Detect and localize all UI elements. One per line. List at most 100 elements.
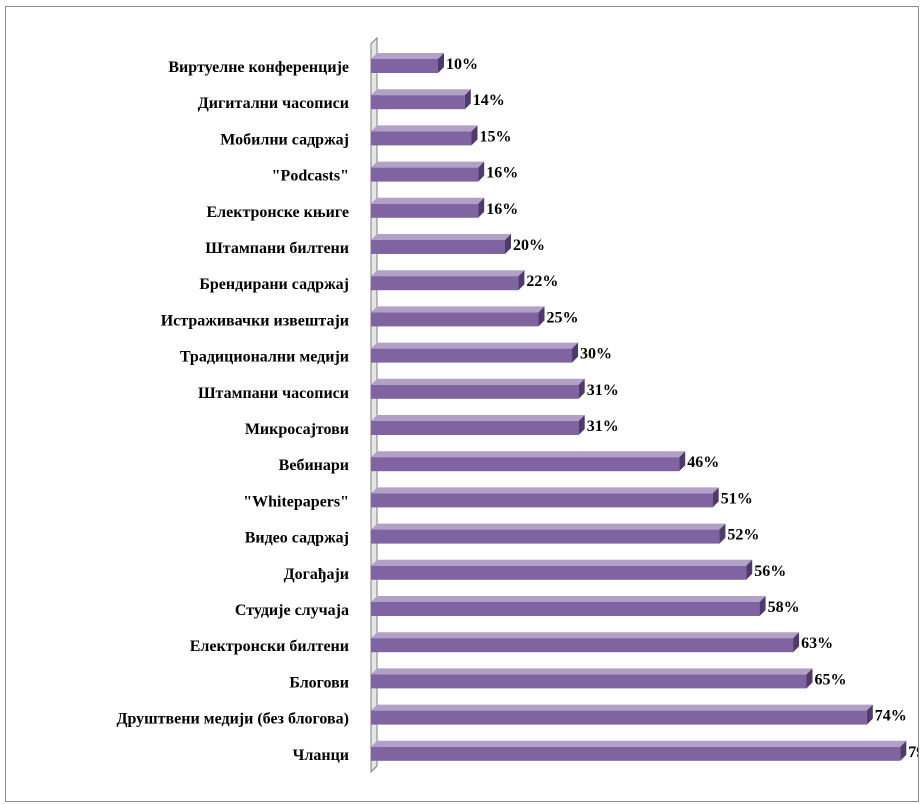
category-label-9: Традиционални медији <box>180 349 349 366</box>
value-label-10: 31% <box>587 382 619 399</box>
bar-12 <box>371 451 686 472</box>
bar-5-top <box>371 197 485 204</box>
category-label-8: Истраживачки извештаји <box>161 312 349 329</box>
value-label-2: 14% <box>473 92 505 109</box>
bar-1-top <box>371 53 444 59</box>
bar-12-front <box>371 457 680 472</box>
bar-20-end <box>900 740 907 761</box>
category-label-3: Мобилни садржај <box>220 131 349 148</box>
bar-13 <box>371 487 719 508</box>
value-label-8: 25% <box>547 309 579 326</box>
bar-4-end <box>478 161 485 182</box>
bar-7-front <box>371 276 519 291</box>
value-label-20: 79% <box>908 744 919 761</box>
value-label-14: 52% <box>727 527 759 544</box>
bar-14-front <box>371 529 720 544</box>
bar-5-end <box>478 197 485 218</box>
value-label-3: 15% <box>480 128 512 145</box>
bar-17-end <box>793 632 800 653</box>
bar-14-top <box>371 523 726 530</box>
bar-18-end <box>806 668 813 689</box>
value-label-9: 30% <box>580 346 612 363</box>
bar-1 <box>371 53 444 73</box>
bar-16-end <box>759 596 766 616</box>
bar-17-top <box>371 632 800 639</box>
category-label-4: "Podcasts" <box>272 168 349 185</box>
bar-8-top <box>371 306 545 313</box>
category-label-20: Чланци <box>293 747 349 764</box>
bar-9-top <box>371 342 578 349</box>
bar-11-front <box>371 421 579 435</box>
bar-13-end <box>712 487 719 508</box>
bar-3-front <box>371 131 472 146</box>
bar-6-end <box>505 234 511 254</box>
axis-wall <box>370 36 378 774</box>
bar-2-end <box>464 89 471 110</box>
bar-15 <box>371 559 753 580</box>
bar-19-end <box>866 704 873 725</box>
bar-15-top <box>371 559 753 566</box>
bar-7-end <box>518 270 525 291</box>
bar-9-end <box>572 342 578 363</box>
value-label-7: 22% <box>526 273 558 290</box>
bar-6-front <box>371 240 505 254</box>
bar-2-top <box>371 89 471 96</box>
category-label-1: Виртуелне конференције <box>168 59 349 76</box>
bar-11 <box>371 415 585 435</box>
bar-8 <box>371 306 545 327</box>
bar-4-top <box>371 161 485 168</box>
category-label-5: Електронске књиге <box>206 204 349 221</box>
value-label-1: 10% <box>446 56 478 73</box>
category-label-14: Видео садржај <box>245 530 349 547</box>
bar-18-front <box>371 674 807 689</box>
value-label-19: 74% <box>875 708 907 725</box>
value-label-13: 51% <box>721 490 753 507</box>
bar-10-front <box>371 384 579 399</box>
bar-4-front <box>371 167 479 182</box>
bar-19-top <box>371 704 873 711</box>
bar-15-end <box>746 559 753 580</box>
category-label-15: Догађаји <box>284 566 349 583</box>
bar-chart: Виртуелне конференције 10% Дигитални часоп… <box>116 36 919 774</box>
bar-11-top <box>371 415 585 421</box>
bar-10 <box>371 378 585 399</box>
value-label-11: 31% <box>587 418 619 435</box>
category-label-7: Брендирани садржај <box>199 276 349 293</box>
category-label-18: Блогови <box>289 674 349 691</box>
bar-14 <box>371 523 726 544</box>
bar-19-front <box>371 710 867 725</box>
chart-frame: Виртуелне конференције 10% Дигитални часоп… <box>5 6 919 802</box>
bar-3-end <box>471 125 478 146</box>
bar-7-top <box>371 270 525 277</box>
bar-10-end <box>578 378 585 399</box>
bar-6 <box>371 234 511 254</box>
category-label-17: Електронски билтени <box>190 638 349 655</box>
bar-1-front <box>371 59 438 73</box>
bar-8-front <box>371 312 539 327</box>
bar-5 <box>371 197 485 218</box>
category-label-19: Друштвени медији (без блогова) <box>116 711 349 728</box>
bar-1-end <box>438 53 444 73</box>
bar-7 <box>371 270 525 291</box>
bar-2-front <box>371 95 465 110</box>
bar-20-top <box>371 740 907 747</box>
bar-12-end <box>679 451 686 472</box>
bar-20-front <box>371 746 901 761</box>
bar-16-top <box>371 596 766 602</box>
bar-10-top <box>371 378 585 385</box>
bar-3-top <box>371 125 478 132</box>
bar-14-end <box>719 523 726 544</box>
bar-18-top <box>371 668 813 675</box>
bar-16 <box>371 596 766 616</box>
bar-17-front <box>371 638 794 653</box>
value-label-16: 58% <box>768 599 800 616</box>
value-label-17: 63% <box>801 635 833 652</box>
bar-16-front <box>371 602 760 616</box>
bar-13-top <box>371 487 719 494</box>
value-label-15: 56% <box>754 563 786 580</box>
value-label-5: 16% <box>486 201 518 218</box>
value-label-4: 16% <box>486 165 518 182</box>
value-label-12: 46% <box>687 454 719 471</box>
bar-8-end <box>538 306 545 327</box>
category-label-11: Микросајтови <box>245 421 349 438</box>
